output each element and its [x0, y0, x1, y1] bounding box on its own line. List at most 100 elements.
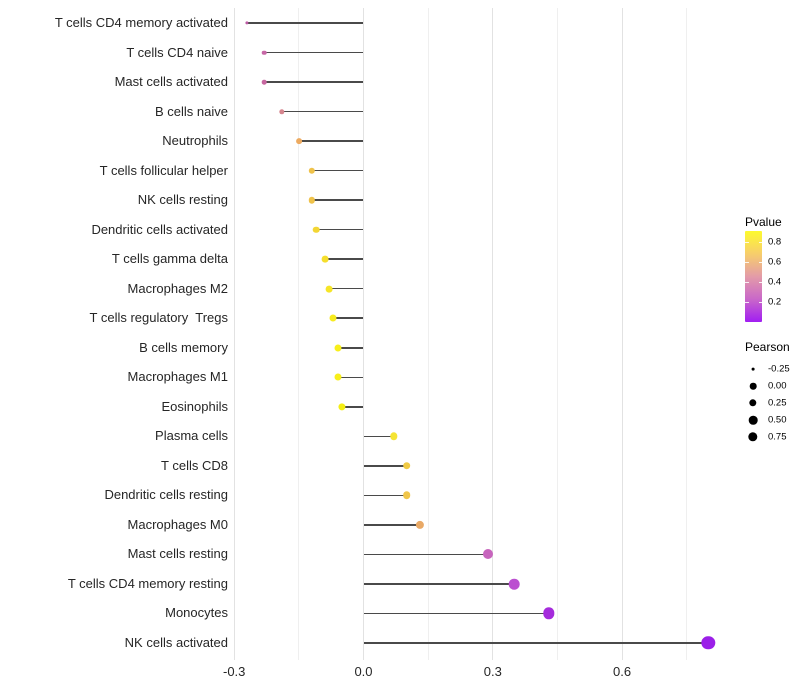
- pearson-size-label: 0.00: [768, 380, 787, 392]
- y-axis-label: Dendritic cells activated: [91, 221, 228, 237]
- row-stem: [341, 406, 364, 408]
- y-axis-label: Mast cells activated: [114, 74, 228, 90]
- gridline-major: [621, 8, 623, 660]
- y-axis-label: Macrophages M1: [127, 369, 228, 385]
- pvalue-tick-label: 0.4: [768, 276, 782, 288]
- row-dot: [295, 138, 302, 144]
- pearson-size-dot: [748, 432, 758, 442]
- row-stem: [333, 317, 364, 319]
- pvalue-tickmark: [758, 282, 762, 283]
- pvalue-tickmark: [745, 242, 749, 243]
- pvalue-legend: Pvalue 0.8 0.6 0.4 0.2: [744, 215, 800, 335]
- row-stem: [298, 140, 364, 142]
- row-stem: [337, 347, 364, 349]
- pvalue-legend-title: Pvalue: [745, 215, 782, 229]
- pearson-size-label: 0.75: [768, 431, 787, 443]
- pvalue-tickmark: [745, 302, 749, 303]
- gridline-minor: [686, 8, 688, 660]
- row-dot: [262, 79, 267, 85]
- pearson-size-dot: [749, 399, 757, 407]
- y-axis-label: Plasma cells: [155, 428, 228, 444]
- row-dot: [509, 578, 520, 590]
- row-dot: [334, 344, 342, 352]
- x-tick-label: 0.3: [483, 664, 502, 679]
- gridline-major: [363, 8, 364, 660]
- row-stem: [337, 376, 364, 379]
- gridline-minor: [556, 8, 558, 660]
- pvalue-tickmark: [758, 242, 762, 243]
- pearson-size-dot: [748, 415, 758, 425]
- row-dot: [543, 607, 555, 620]
- pvalue-tickmark: [745, 262, 749, 263]
- row-stem: [324, 258, 364, 260]
- row-stem: [264, 51, 364, 54]
- row-dot: [245, 21, 249, 25]
- pearson-size-label: 0.25: [768, 397, 787, 409]
- row-stem: [281, 110, 364, 113]
- row-dot: [278, 108, 285, 115]
- row-stem: [311, 199, 364, 201]
- row-dot: [483, 549, 494, 560]
- gridline-major: [492, 8, 494, 660]
- pvalue-tick-label: 0.6: [768, 256, 782, 268]
- y-axis-label: Macrophages M0: [127, 516, 228, 532]
- row-dot: [329, 314, 337, 322]
- pvalue-tickmark: [758, 302, 762, 303]
- pearson-size-dot: [749, 382, 757, 390]
- y-axis-label: T cells CD4 memory resting: [67, 575, 228, 591]
- row-stem: [264, 81, 364, 83]
- row-stem: [247, 22, 364, 24]
- y-axis-label: NK cells activated: [124, 635, 228, 650]
- row-dot: [308, 196, 315, 204]
- y-axis-label: T cells follicular helper: [99, 162, 228, 178]
- y-axis-label: Dendritic cells resting: [104, 487, 228, 503]
- gridline-minor: [298, 8, 300, 660]
- row-stem: [363, 553, 489, 556]
- row-dot: [402, 491, 411, 500]
- gridline-minor: [427, 8, 429, 660]
- pearson-size-label: 0.50: [768, 414, 787, 426]
- y-axis-label: Mast cells resting: [127, 546, 228, 562]
- pvalue-tick-label: 0.8: [768, 236, 782, 248]
- row-stem: [329, 287, 364, 290]
- y-axis-label: B cells memory: [139, 339, 228, 355]
- row-dot: [701, 636, 715, 650]
- pearson-size-label: -0.25: [768, 363, 790, 375]
- pearson-legend-title: Pearson: [745, 340, 790, 354]
- row-dot: [415, 520, 424, 529]
- row-dot: [338, 403, 346, 411]
- row-stem: [363, 465, 407, 467]
- row-dot: [402, 462, 411, 470]
- row-dot: [389, 432, 398, 441]
- y-axis-label: Macrophages M2: [127, 280, 228, 296]
- y-axis-label: NK cells resting: [137, 192, 228, 208]
- row-stem: [363, 583, 515, 585]
- y-axis-label: T cells gamma delta: [111, 251, 228, 267]
- y-axis-label: Eosinophils: [161, 398, 229, 414]
- row-dot: [325, 285, 333, 293]
- pvalue-colorbar: [745, 231, 762, 322]
- row-stem: [363, 612, 549, 615]
- y-axis-label: T cells CD8: [161, 457, 228, 473]
- y-axis-label: Neutrophils: [162, 133, 228, 149]
- x-tick-label: 0.0: [354, 664, 373, 679]
- row-stem: [363, 435, 394, 438]
- row-dot: [321, 255, 329, 263]
- row-dot: [334, 373, 342, 381]
- row-stem: [363, 524, 420, 526]
- row-stem: [316, 228, 364, 231]
- row-dot: [312, 226, 320, 233]
- row-dot: [262, 50, 267, 55]
- y-axis-label: T cells CD4 memory activated: [54, 15, 228, 30]
- y-axis-label: T cells CD4 naive: [126, 44, 228, 60]
- pvalue-tickmark: [758, 262, 762, 263]
- pvalue-tick-label: 0.2: [768, 296, 782, 308]
- y-axis-label: Monocytes: [165, 605, 228, 621]
- pvalue-tickmark: [745, 282, 749, 283]
- row-stem: [363, 642, 709, 644]
- row-dot: [308, 167, 315, 174]
- gridline-major: [233, 8, 235, 660]
- y-axis-label: B cells naive: [155, 103, 228, 119]
- row-stem: [311, 169, 364, 172]
